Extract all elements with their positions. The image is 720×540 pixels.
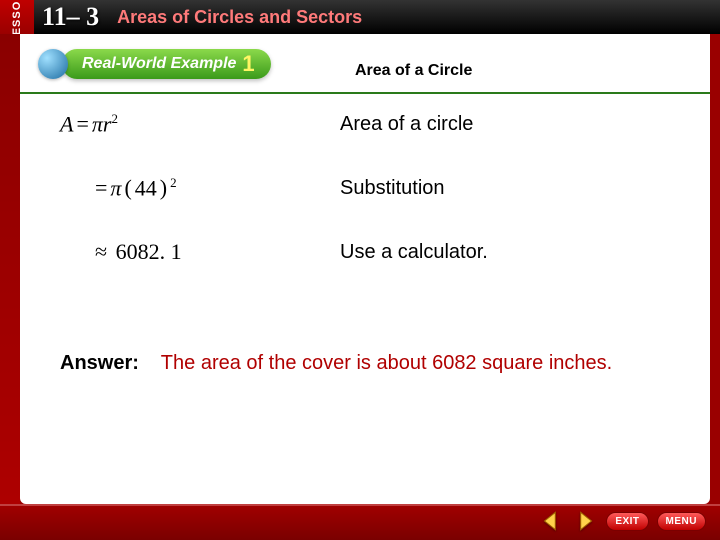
formula: A=πr2 [60,111,340,137]
example-pill: Real-World Example 1 [62,49,271,79]
step-row: ≈ 6082. 1Use a calculator. [60,232,670,272]
exit-button[interactable]: EXIT [606,512,648,531]
answer-label: Answer: [60,352,139,374]
step-explain: Substitution [340,177,445,200]
lesson-tag: LESSON [0,0,34,34]
lesson-number: 11– 3 [42,2,99,32]
badge-prefix: Real-World [82,55,166,73]
step-explain: Use a calculator. [340,241,488,264]
badge-word: Example [171,55,237,73]
header-title: Areas of Circles and Sectors [117,7,362,28]
answer-text: The area of the cover is about 6082 squa… [161,352,612,374]
answer-block: Answer: The area of the cover is about 6… [60,352,670,375]
content-frame: Real-World Example 1 Area of a Circle A=… [20,34,710,504]
nav-buttons: EXIT MENU [538,508,706,534]
section-title: Area of a Circle [355,62,472,80]
next-arrow-icon[interactable] [572,508,598,534]
prev-arrow-icon[interactable] [538,508,564,534]
globe-icon [38,49,68,79]
example-badge: Real-World Example 1 [38,46,271,82]
step-row: =π(44)2Substitution [60,168,670,208]
step-row: A=πr2Area of a circle [60,104,670,144]
header-bar: LESSON 11– 3 Areas of Circles and Sector… [0,0,720,34]
badge-number: 1 [242,51,254,77]
left-margin-strip [0,34,20,540]
formula: =π(44)2 [60,175,340,201]
formula: ≈ 6082. 1 [60,239,340,265]
step-explain: Area of a circle [340,113,473,136]
menu-button[interactable]: MENU [657,512,706,531]
content-area: A=πr2Area of a circle =π(44)2Substitution… [60,104,670,375]
divider [20,92,710,94]
